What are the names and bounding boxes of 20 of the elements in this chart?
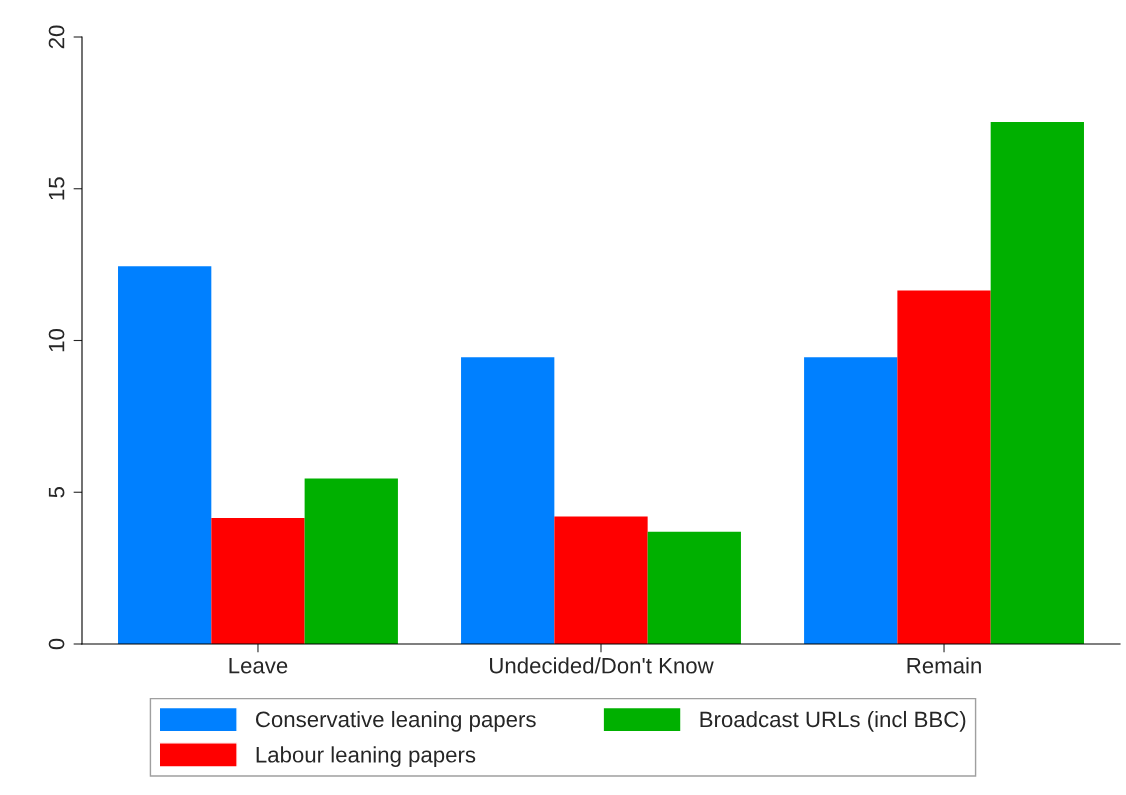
- y-tick-label: 20: [48, 25, 65, 49]
- x-tick-label: Remain: [907, 657, 981, 674]
- bar: [211, 518, 305, 644]
- x-tick-label: Undecided/Don't Know: [490, 657, 714, 674]
- bar: [990, 121, 1084, 644]
- bar: [118, 266, 212, 644]
- legend-label: Broadcast URLs (incl BBC): [700, 710, 966, 732]
- y-tick-label: 5: [48, 487, 65, 498]
- bar: [647, 531, 741, 644]
- bar: [304, 478, 398, 644]
- legend-label: Conservative leaning papers: [255, 710, 536, 732]
- bar: [554, 516, 648, 644]
- bar: [897, 290, 991, 644]
- x-tick-label: Leave: [229, 658, 288, 674]
- bar: [461, 357, 555, 644]
- legend-label: Labour leaning papers: [256, 746, 476, 767]
- y-tick-label: 15: [48, 177, 65, 200]
- bar: [804, 357, 898, 644]
- y-tick-label: 10: [48, 329, 65, 352]
- y-tick-label: 0: [48, 638, 65, 650]
